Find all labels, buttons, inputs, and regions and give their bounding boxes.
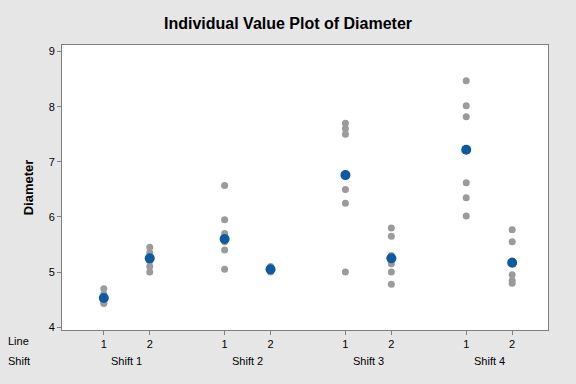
svg-text:2: 2	[147, 338, 153, 350]
svg-text:1: 1	[101, 338, 107, 350]
svg-text:4: 4	[49, 321, 55, 333]
svg-text:9: 9	[49, 45, 55, 57]
svg-text:1: 1	[342, 338, 348, 350]
svg-text:Shift 2: Shift 2	[232, 355, 263, 367]
svg-text:Individual Value Plot of Diame: Individual Value Plot of Diameter	[164, 15, 412, 32]
svg-text:Shift 3: Shift 3	[353, 355, 384, 367]
svg-text:2: 2	[267, 338, 273, 350]
svg-text:Diameter: Diameter	[21, 160, 36, 216]
svg-text:5: 5	[49, 266, 55, 278]
svg-text:Shift 4: Shift 4	[474, 355, 505, 367]
svg-text:8: 8	[49, 101, 55, 113]
svg-text:2: 2	[388, 338, 394, 350]
svg-text:2: 2	[509, 338, 515, 350]
svg-text:6: 6	[49, 211, 55, 223]
svg-text:1: 1	[222, 338, 228, 350]
svg-text:1: 1	[463, 338, 469, 350]
svg-text:Line: Line	[8, 335, 29, 347]
svg-text:Shift 1: Shift 1	[111, 355, 142, 367]
svg-text:Shift: Shift	[8, 355, 30, 367]
svg-text:7: 7	[49, 156, 55, 168]
